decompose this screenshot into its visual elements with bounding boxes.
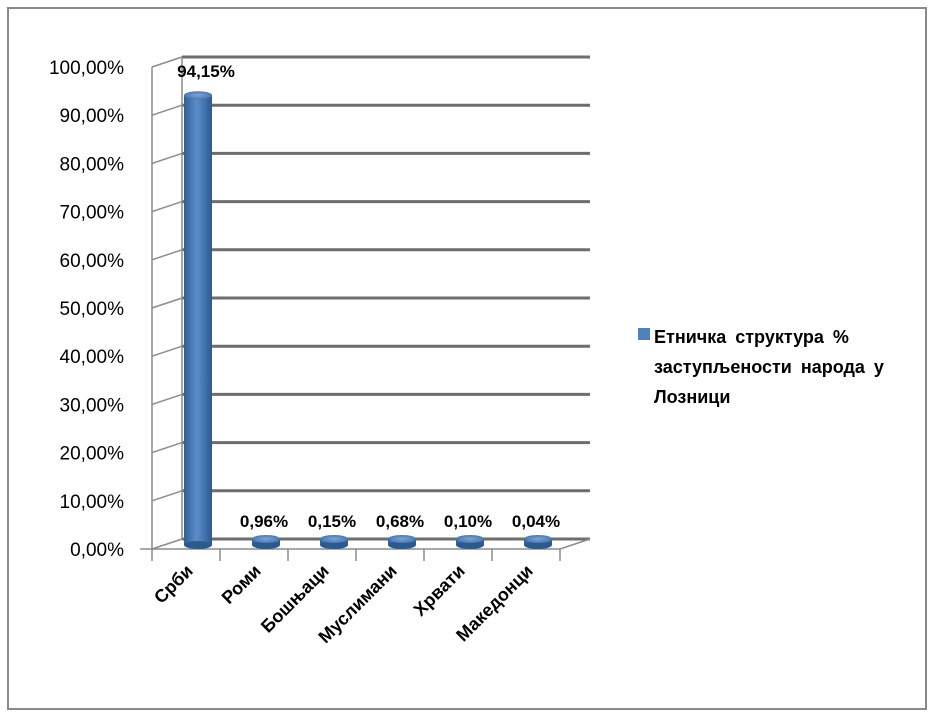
bar	[184, 91, 212, 549]
grid-depth-line	[151, 345, 183, 357]
y-tick-label: 0,00%	[70, 540, 124, 561]
data-labels: 94,15% 0,96% 0,15% 0,68% 0,10% 0,04%	[177, 62, 560, 531]
bar	[524, 535, 552, 549]
data-label: 94,15%	[177, 62, 235, 81]
data-label: 0,15%	[308, 512, 356, 531]
bar	[388, 535, 416, 549]
axes: 0,00% 10,00% 20,00% 30,00% 40,00% 50,00% 60,00…	[49, 57, 591, 647]
grid-depth-line	[151, 152, 183, 165]
y-tick-label: 50,00%	[60, 299, 125, 320]
grid-depth-line	[151, 297, 183, 309]
bars	[184, 91, 552, 549]
grid-depth-line	[151, 249, 183, 261]
bar	[456, 535, 484, 549]
y-tick-label: 60,00%	[60, 251, 125, 272]
data-label: 0,10%	[444, 512, 492, 531]
y-tick-label: 100,00%	[49, 58, 124, 79]
grid-depth-line	[151, 104, 183, 116]
data-label: 0,68%	[376, 512, 424, 531]
y-tick-label: 70,00%	[60, 203, 125, 224]
grid-depth-line	[151, 490, 183, 502]
x-tick-label: Срби	[150, 561, 197, 608]
legend-label: Етничка структура % заступљености народа…	[654, 327, 884, 407]
grid-depth-line	[151, 393, 183, 406]
chart-frame	[7, 7, 927, 710]
y-tick-label: 20,00%	[60, 444, 125, 465]
gridlines	[151, 55, 590, 550]
y-tick-label: 90,00%	[60, 106, 125, 127]
floor-edge	[559, 538, 591, 550]
data-label: 0,04%	[512, 512, 560, 531]
x-tick-label: Хрвати	[410, 561, 469, 620]
y-tick-label: 80,00%	[60, 154, 125, 175]
legend-swatch	[638, 328, 650, 340]
grid-depth-line	[151, 200, 183, 213]
data-label: 0,96%	[240, 512, 288, 531]
y-tick-label: 40,00%	[60, 347, 125, 368]
y-tick-label: 30,00%	[60, 395, 125, 416]
bar	[320, 535, 348, 549]
bar	[252, 535, 280, 549]
grid-depth-line	[151, 56, 183, 68]
x-tick-label: Роми	[218, 561, 265, 608]
grid-depth-line	[151, 441, 183, 454]
y-tick-label: 10,00%	[60, 492, 125, 513]
grid-depth-line	[151, 538, 183, 550]
